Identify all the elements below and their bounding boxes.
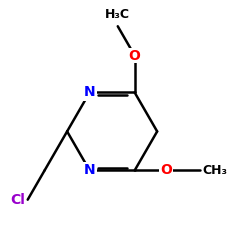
Text: H₃C: H₃C [105, 8, 130, 21]
Text: Cl: Cl [10, 193, 25, 207]
Text: CH₃: CH₃ [202, 164, 228, 177]
Text: N: N [84, 164, 96, 177]
Text: N: N [84, 86, 96, 100]
Text: O: O [129, 48, 140, 62]
Text: O: O [160, 164, 172, 177]
